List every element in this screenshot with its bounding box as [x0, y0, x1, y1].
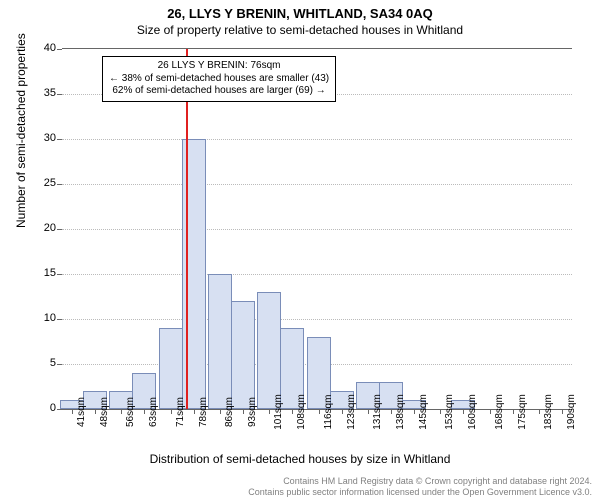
x-tick-label: 168sqm: [494, 394, 505, 430]
y-tick-label: 20: [28, 222, 56, 234]
x-tick: [440, 409, 441, 414]
x-tick: [194, 409, 195, 414]
annotation-line: 26 LLYS Y BRENIN: 76sqm: [109, 60, 329, 73]
x-axis-label: Distribution of semi-detached houses by …: [0, 452, 600, 466]
x-tick-label: 153sqm: [444, 394, 455, 430]
x-tick: [243, 409, 244, 414]
x-tick-label: 183sqm: [543, 394, 554, 430]
x-tick: [269, 409, 270, 414]
gridline: [62, 184, 572, 185]
gridline: [62, 229, 572, 230]
x-tick: [144, 409, 145, 414]
y-tick: [57, 229, 62, 230]
x-tick-label: 108sqm: [296, 394, 307, 430]
y-tick: [57, 184, 62, 185]
histogram-bar: [231, 301, 255, 409]
y-tick: [57, 319, 62, 320]
y-tick-label: 0: [28, 402, 56, 414]
x-tick: [513, 409, 514, 414]
annotation-line: ← 38% of semi-detached houses are smalle…: [109, 73, 329, 86]
x-tick-label: 78sqm: [198, 397, 209, 427]
x-tick-label: 190sqm: [566, 394, 577, 430]
x-tick: [539, 409, 540, 414]
x-tick: [463, 409, 464, 414]
gridline: [62, 139, 572, 140]
x-tick: [342, 409, 343, 414]
x-tick: [368, 409, 369, 414]
x-tick: [562, 409, 563, 414]
plot-area: [62, 48, 572, 410]
footer-attribution: Contains HM Land Registry data © Crown c…: [248, 476, 592, 498]
x-tick: [121, 409, 122, 414]
gridline: [62, 319, 572, 320]
x-tick: [220, 409, 221, 414]
chart-container: 26, LLYS Y BRENIN, WHITLAND, SA34 0AQ Si…: [0, 0, 600, 500]
y-tick-label: 15: [28, 267, 56, 279]
x-tick-label: 71sqm: [175, 397, 186, 427]
x-tick: [414, 409, 415, 414]
x-tick-label: 131sqm: [372, 394, 383, 430]
chart-subtitle: Size of property relative to semi-detach…: [0, 21, 600, 41]
y-tick-label: 10: [28, 312, 56, 324]
x-tick-label: 93sqm: [247, 397, 258, 427]
x-tick-label: 123sqm: [346, 394, 357, 430]
x-tick-label: 56sqm: [125, 397, 136, 427]
reference-marker: [186, 49, 188, 409]
x-tick: [319, 409, 320, 414]
y-tick-label: 30: [28, 132, 56, 144]
y-axis-label: Number of semi-detached properties: [14, 33, 28, 228]
x-tick-label: 86sqm: [224, 397, 235, 427]
y-tick: [57, 364, 62, 365]
histogram-bar: [208, 274, 232, 409]
y-tick: [57, 274, 62, 275]
x-tick-label: 48sqm: [99, 397, 110, 427]
x-tick: [391, 409, 392, 414]
y-tick: [57, 409, 62, 410]
footer-line-2: Contains public sector information licen…: [248, 487, 592, 498]
x-tick: [95, 409, 96, 414]
histogram-bar: [257, 292, 281, 409]
y-tick-label: 40: [28, 42, 56, 54]
x-tick-label: 175sqm: [517, 394, 528, 430]
y-tick: [57, 94, 62, 95]
chart-title: 26, LLYS Y BRENIN, WHITLAND, SA34 0AQ: [0, 0, 600, 21]
y-tick-label: 35: [28, 87, 56, 99]
x-tick: [171, 409, 172, 414]
x-tick: [490, 409, 491, 414]
footer-line-1: Contains HM Land Registry data © Crown c…: [248, 476, 592, 487]
x-tick-label: 145sqm: [418, 394, 429, 430]
annotation-line: 62% of semi-detached houses are larger (…: [109, 85, 329, 98]
y-tick-label: 25: [28, 177, 56, 189]
x-tick: [72, 409, 73, 414]
x-tick-label: 63sqm: [148, 397, 159, 427]
x-tick-label: 138sqm: [395, 394, 406, 430]
x-tick-label: 41sqm: [76, 397, 87, 427]
x-tick-label: 116sqm: [323, 395, 334, 430]
gridline: [62, 274, 572, 275]
x-tick: [292, 409, 293, 414]
x-tick-label: 160sqm: [467, 394, 478, 430]
annotation-box: 26 LLYS Y BRENIN: 76sqm← 38% of semi-det…: [102, 56, 336, 102]
y-tick: [57, 49, 62, 50]
y-tick-label: 5: [28, 357, 56, 369]
x-tick-label: 101sqm: [273, 394, 284, 430]
y-tick: [57, 139, 62, 140]
